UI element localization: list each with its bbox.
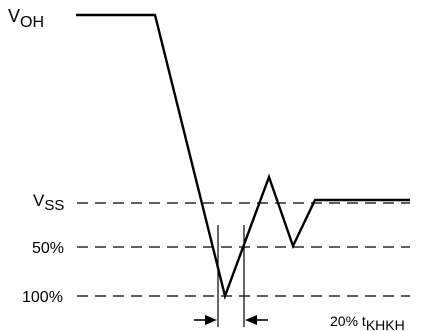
timing-arrow-left: [194, 315, 217, 325]
timing-label: 20% tKHKH: [330, 313, 405, 331]
timing-arrow-right: [245, 315, 268, 325]
voh-label: VOH: [8, 6, 44, 31]
fifty-percent-label: 50%: [32, 240, 64, 257]
signal-waveform: [76, 13, 410, 301]
vss-label: VSS: [33, 191, 64, 214]
hundred-percent-label: 100%: [22, 289, 63, 306]
